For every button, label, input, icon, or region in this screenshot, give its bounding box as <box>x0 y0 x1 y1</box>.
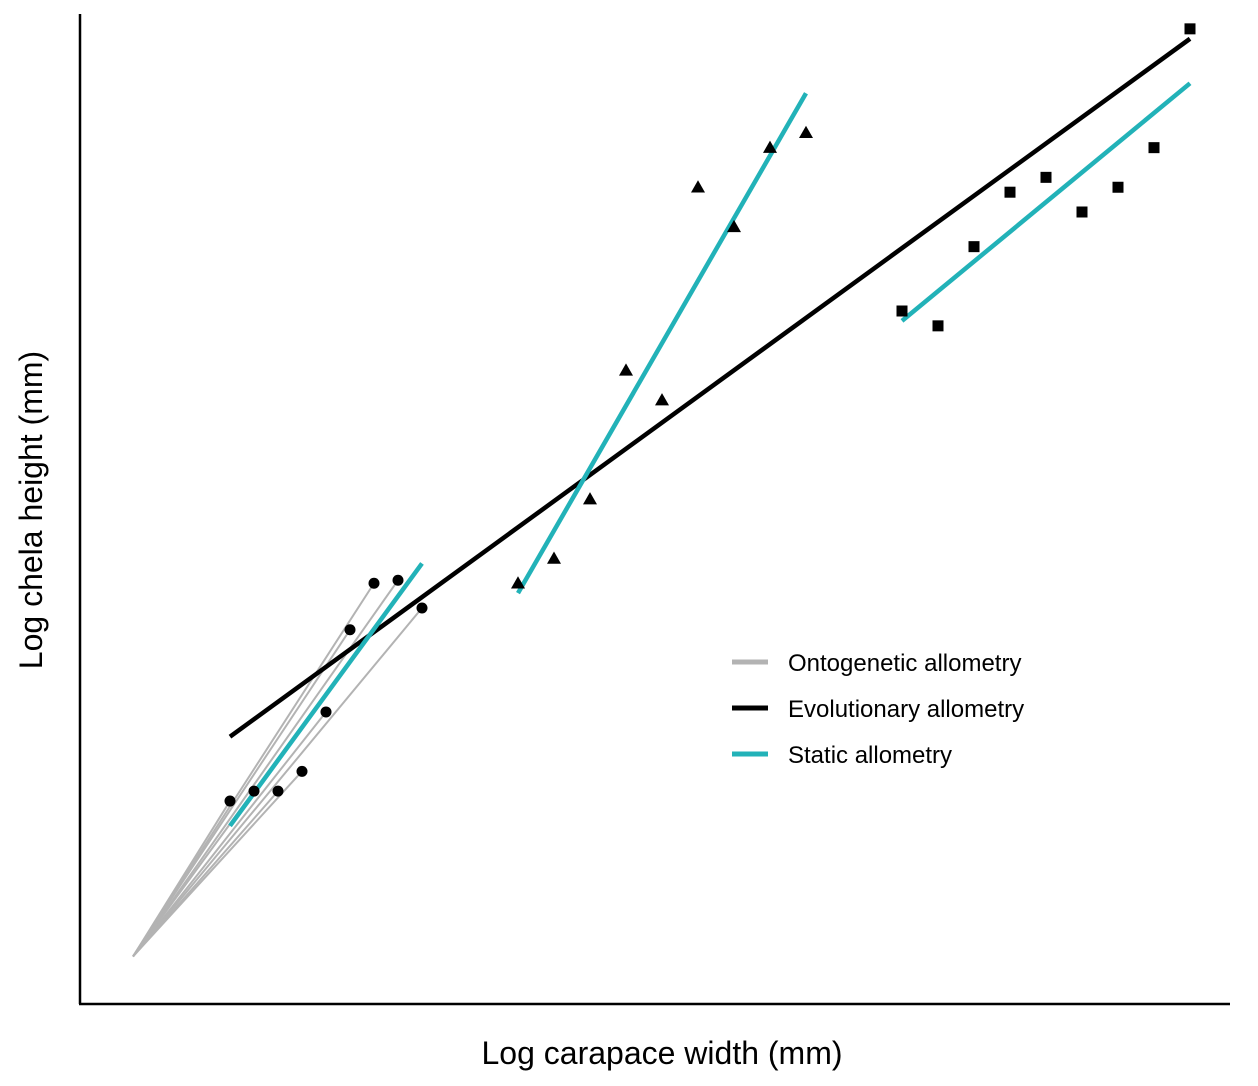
circle-point-1-3 <box>272 785 284 797</box>
legend-label-evolutionary: Evolutionary allometry <box>788 696 1024 723</box>
circle-point-1-5 <box>320 706 332 718</box>
static-allometry-line-2 <box>516 92 808 595</box>
circle-point-1-7 <box>368 577 380 589</box>
square-point-3-9 <box>1184 23 1196 35</box>
circle-point-1-2 <box>248 785 260 797</box>
circle-point-1-8 <box>392 574 404 586</box>
triangle-point-2-7 <box>727 219 741 233</box>
ontogenetic-line-8 <box>132 579 399 958</box>
circle-point-1-4 <box>296 765 308 777</box>
triangle-point-2-6 <box>691 180 705 193</box>
square-point-3-5 <box>1040 171 1052 183</box>
y-axis-label: Log chela height (mm) <box>13 351 49 669</box>
data-layer <box>132 23 1196 958</box>
triangle-point-2-5 <box>655 393 669 406</box>
circle-point-1-9 <box>416 602 428 614</box>
square-point-3-7 <box>1112 181 1124 193</box>
legend-label-ontogenetic: Ontogenetic allometry <box>788 650 1021 677</box>
ontogenetic-line-9 <box>132 607 423 958</box>
square-point-3-1 <box>896 305 908 317</box>
square-point-3-8 <box>1148 142 1160 154</box>
static-allometry-line-1 <box>228 562 424 828</box>
legend-label-static: Static allometry <box>788 742 952 769</box>
square-point-3-4 <box>1004 186 1016 198</box>
legend: Ontogenetic allometry Evolutionary allom… <box>732 650 1024 769</box>
triangle-point-2-9 <box>799 125 813 139</box>
square-point-3-2 <box>932 320 944 332</box>
x-axis-label: Log carapace width (mm) <box>481 1035 842 1071</box>
triangle-point-2-4 <box>619 363 633 376</box>
triangle-point-2-3 <box>583 492 597 505</box>
static-allometry-line-3 <box>900 81 1192 323</box>
circle-point-1-6 <box>344 624 356 636</box>
square-point-3-3 <box>968 241 980 253</box>
triangle-point-2-8 <box>763 140 777 153</box>
evolutionary-allometry-line <box>228 36 1192 739</box>
ontogenetic-line-4 <box>132 770 303 958</box>
ontogenetic-line-5 <box>132 711 327 958</box>
triangle-point-2-1 <box>511 576 525 589</box>
square-point-3-6 <box>1076 206 1088 218</box>
circle-point-1-1 <box>224 795 236 807</box>
triangle-point-2-2 <box>547 551 561 564</box>
ontogenetic-line-7 <box>132 582 375 958</box>
